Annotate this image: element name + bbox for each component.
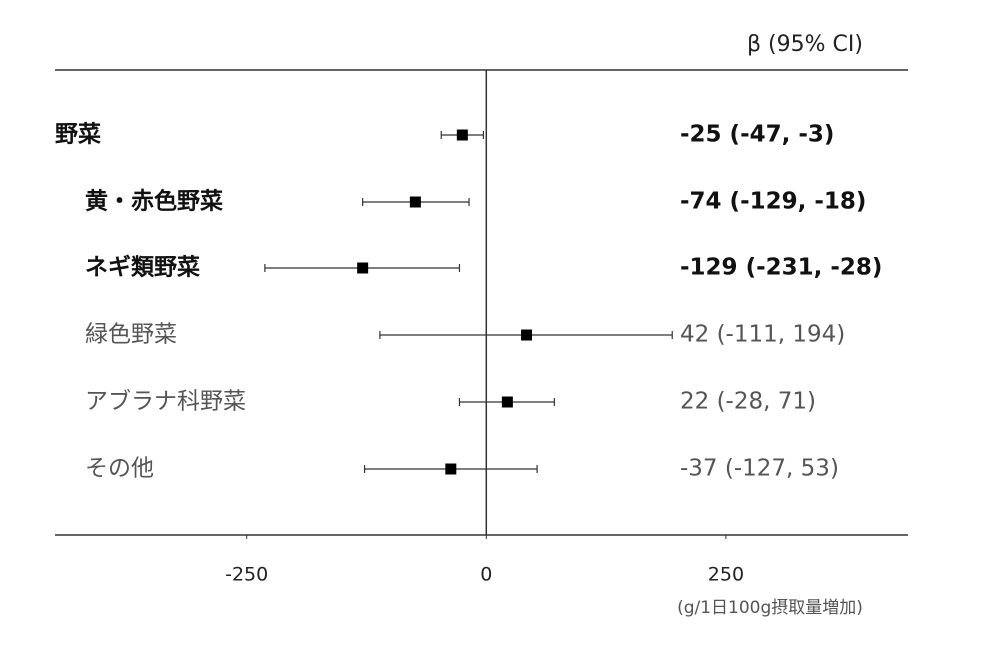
unit-label: (g/1日100g摂取量増加) <box>677 598 863 618</box>
point-estimate <box>357 262 369 274</box>
point-estimate <box>501 396 513 408</box>
value-label: 22 (-28, 71) <box>680 389 816 415</box>
x-tick-label: 0 <box>480 564 492 586</box>
value-label: -129 (-231, -28) <box>680 255 882 281</box>
point-estimate <box>445 463 457 475</box>
x-tick-label: -250 <box>225 564 268 586</box>
point-estimate <box>409 196 421 208</box>
value-label: -25 (-47, -3) <box>680 122 834 148</box>
row-label: その他 <box>85 456 154 482</box>
x-tick-label: 250 <box>708 564 744 586</box>
header: β (95% CI) <box>747 32 863 57</box>
point-estimate <box>521 329 533 341</box>
point-estimate <box>456 129 468 141</box>
value-label: -37 (-127, 53) <box>680 456 839 482</box>
row-label: アブラナ科野菜 <box>85 389 246 415</box>
row-label: ネギ類野菜 <box>85 255 200 281</box>
row-label: 黄・赤色野菜 <box>85 188 223 215</box>
value-label: -74 (-129, -18) <box>680 189 866 215</box>
row-label: 野菜 <box>55 122 101 148</box>
value-label: 42 (-111, 194) <box>680 322 845 348</box>
row-label: 緑色野菜 <box>85 322 177 348</box>
